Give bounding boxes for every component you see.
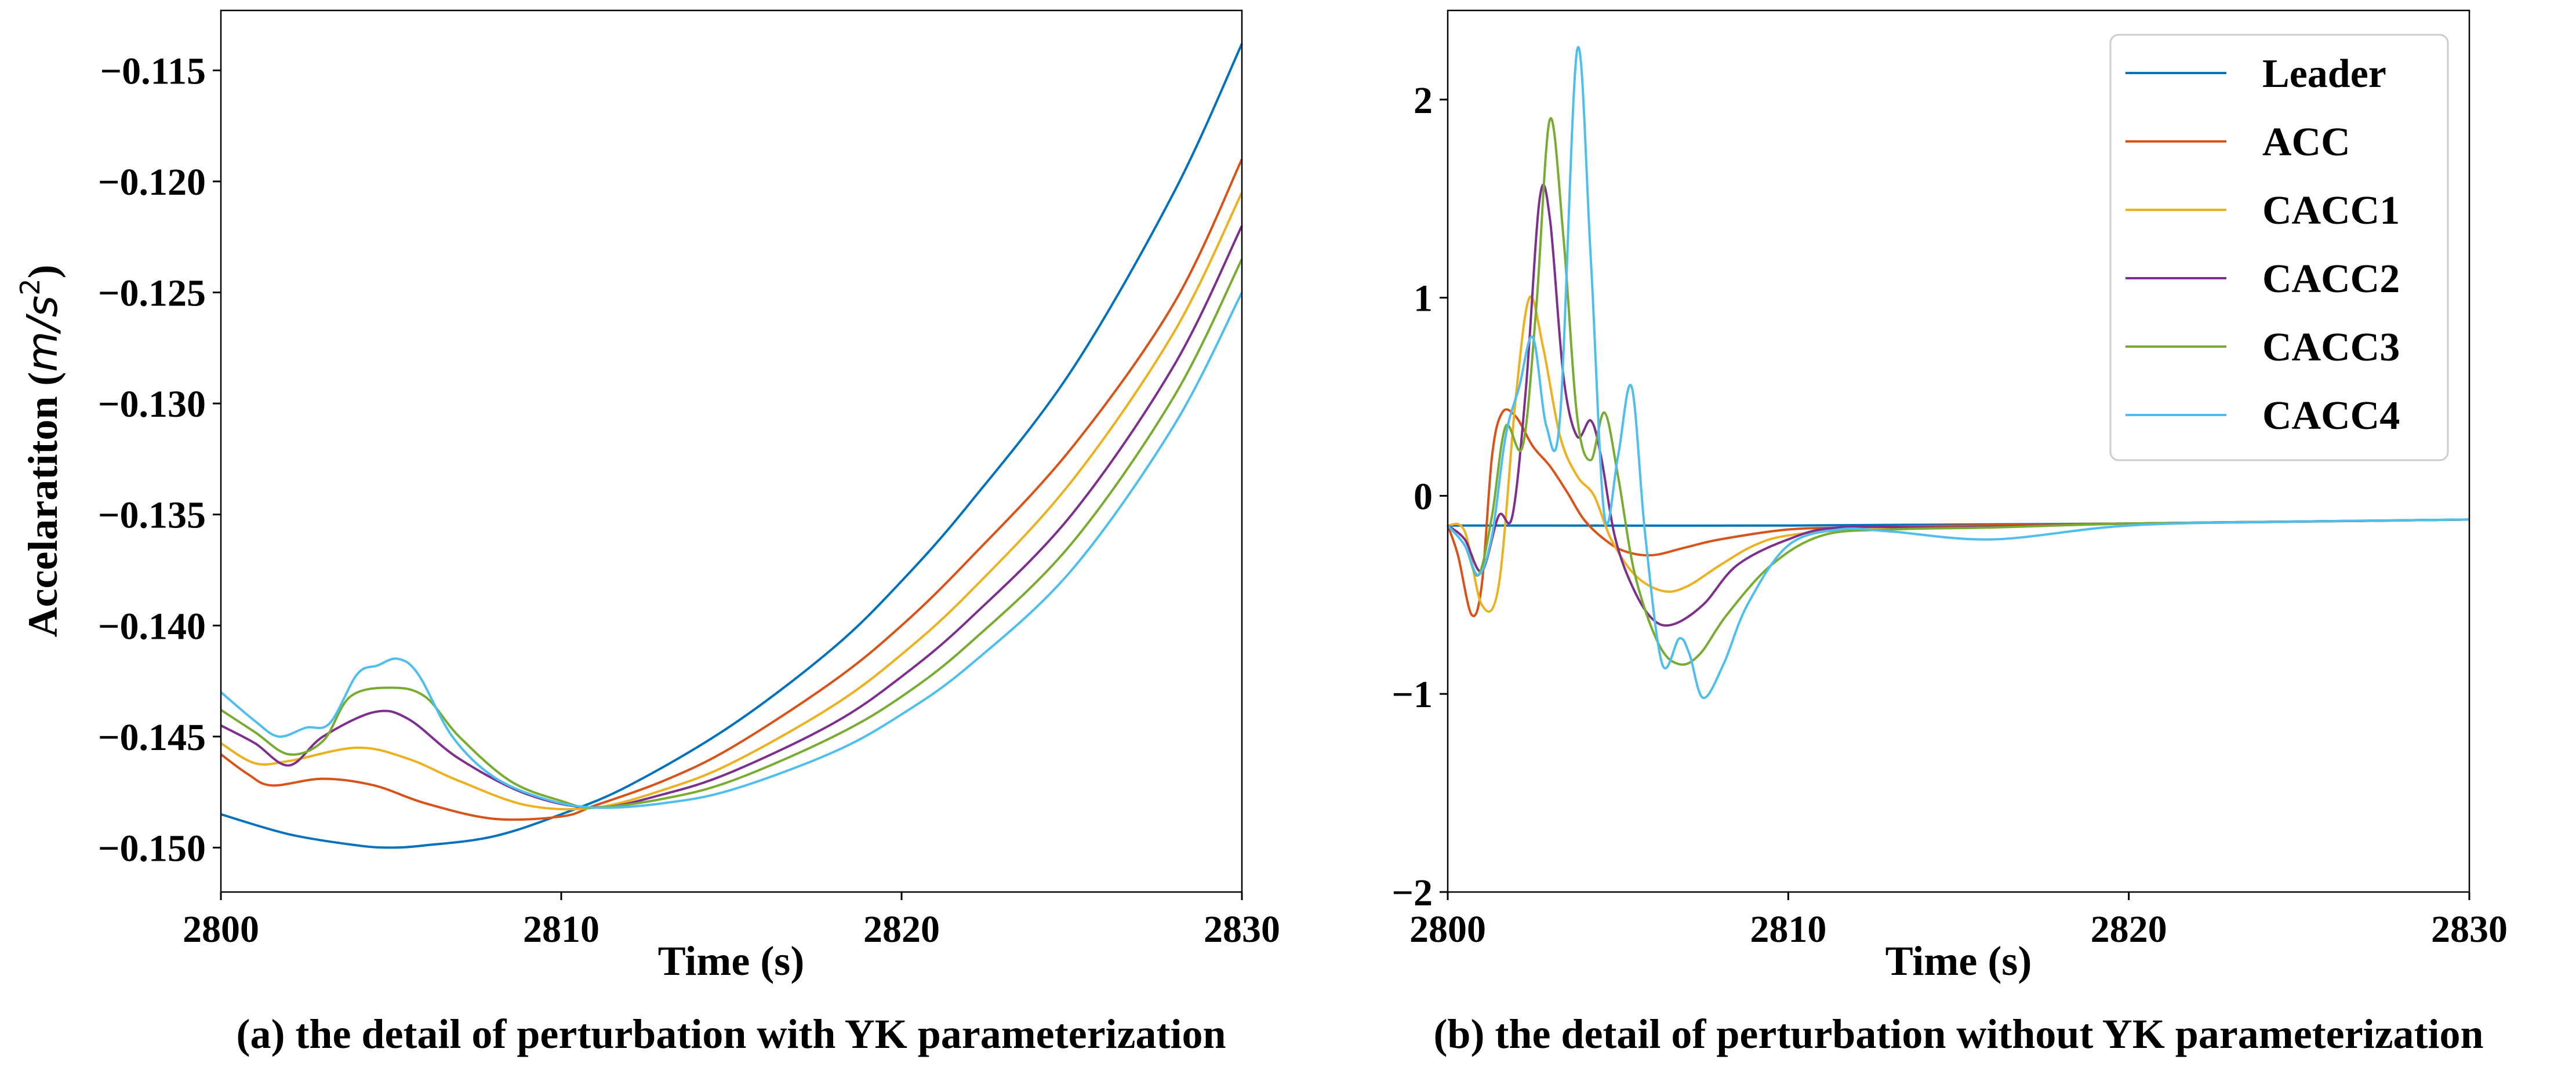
chart-b-x-ticks: 2800 2810 2820 2830 (1409, 892, 2508, 951)
chart-a-xlabel: Time (s) (658, 938, 805, 984)
series-line-cacc4 (220, 292, 1243, 809)
y-tick-label: 1 (1414, 278, 1433, 320)
y-tick-label: −0.115 (100, 50, 206, 92)
chart-a-series (220, 43, 1243, 849)
chart-a-y-ticks: −0.150 −0.145 −0.140 −0.135 −0.130 −0.125 −0.1… (98, 50, 221, 869)
chart-b-legend: Leader ACC CACC1 CACC2 CACC3 CACC4 (2109, 34, 2449, 461)
chart-b: −2 −1 0 1 2 2800 2810 2820 2830 Time (s) (b) th… (1391, 9, 2508, 1057)
chart-a-ylabel-text: Accelaratiton ( (20, 372, 66, 638)
x-tick-label: 2820 (2091, 908, 2167, 951)
chart-a: −0.150 −0.145 −0.140 −0.135 −0.130 −0.125 −0.1… (14, 9, 1280, 1057)
series-line-cacc2 (220, 225, 1243, 809)
series-line-leader (220, 43, 1243, 849)
y-tick-label: −0.125 (98, 272, 206, 315)
chart-a-ylabel-exp: 2 (14, 278, 46, 295)
y-tick-label: −1 (1391, 673, 1433, 716)
chart-b-plot-frame (1447, 9, 2470, 893)
chart-b-series (1447, 46, 2470, 699)
chart-a-ylabel: Accelaratiton (m/s2) (14, 265, 67, 638)
legend-label-cacc1: CACC1 (2262, 188, 2400, 233)
x-tick-label: 2820 (863, 908, 940, 951)
chart-a-caption: (a) the detail of perturbation with YK p… (236, 1011, 1226, 1057)
series-line-cacc3 (220, 259, 1243, 809)
x-tick-label: 2800 (183, 908, 259, 951)
x-tick-label: 2800 (1409, 908, 1486, 951)
series-line-cacc4 (1447, 46, 2470, 699)
chart-a-ylabel-unit: m/s (18, 296, 67, 372)
x-tick-label: 2810 (523, 908, 600, 951)
x-tick-label: 2810 (1750, 908, 1826, 951)
legend-label-acc: ACC (2262, 120, 2350, 165)
chart-b-y-ticks: −2 −1 0 1 2 (1391, 79, 1448, 914)
y-tick-label: −0.150 (98, 827, 206, 869)
legend-label-cacc4: CACC4 (2262, 394, 2400, 438)
y-tick-label: 0 (1414, 475, 1433, 518)
chart-b-caption: (b) the detail of perturbation without Y… (1433, 1011, 2483, 1057)
chart-a-plot-frame (220, 9, 1243, 893)
y-tick-label: 2 (1414, 79, 1433, 122)
series-line-acc (220, 158, 1243, 821)
y-tick-label: −0.140 (98, 605, 206, 647)
legend-label-cacc3: CACC3 (2262, 325, 2400, 370)
y-tick-label: −0.130 (98, 383, 206, 425)
chart-a-ylabel-close: ) (20, 265, 66, 279)
chart-b-xlabel: Time (s) (1885, 938, 2032, 984)
legend-label-leader: Leader (2262, 52, 2386, 96)
y-tick-label: −0.145 (98, 716, 206, 759)
x-tick-label: 2830 (1204, 908, 1280, 951)
series-line-cacc1 (220, 192, 1243, 811)
y-tick-label: −0.120 (98, 161, 206, 203)
x-tick-label: 2830 (2431, 908, 2508, 951)
legend-label-cacc2: CACC2 (2262, 257, 2400, 301)
y-tick-label: −0.135 (98, 494, 206, 537)
y-tick-label: −2 (1391, 872, 1433, 914)
chart-a-x-ticks: 2800 2810 2820 2830 (183, 892, 1280, 951)
